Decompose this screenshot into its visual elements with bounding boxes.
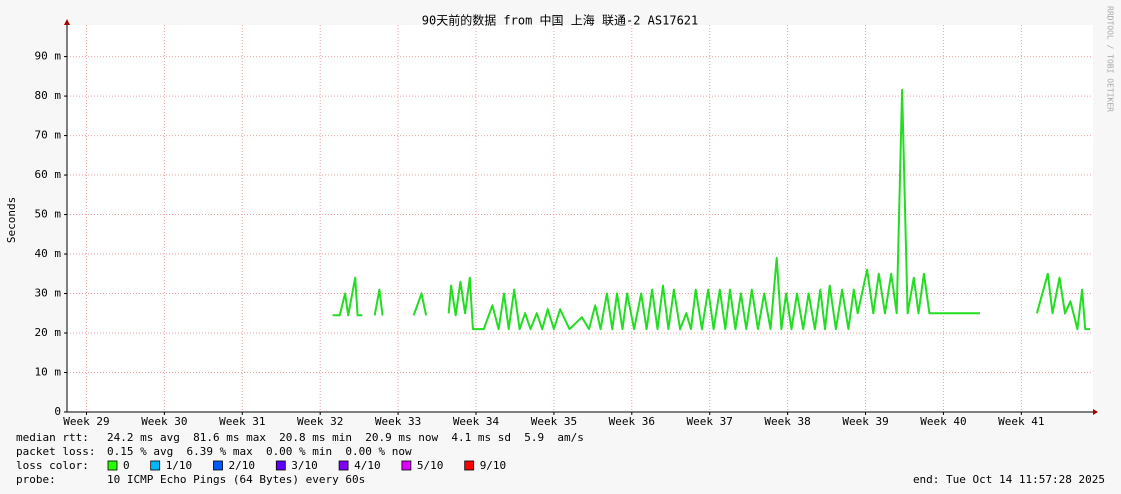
loss-swatch (464, 460, 475, 471)
loss-swatch (275, 460, 286, 471)
loss-name: 9/10 (480, 459, 507, 472)
loss-label: loss color: (16, 459, 89, 472)
x-tick-label: Week 38 (764, 415, 810, 428)
chart-title: 90天前的数据 from 中国 上海 联通-2 AS17621 (422, 13, 699, 28)
loss-swatch (338, 460, 349, 471)
y-tick-label: 10 m (35, 366, 62, 379)
x-tick-label: Week 35 (531, 415, 577, 428)
x-tick-label: Week 34 (453, 415, 500, 428)
x-tick-label: Week 37 (687, 415, 733, 428)
loss-name: 2/10 (229, 459, 256, 472)
loss-name: 5/10 (417, 459, 444, 472)
probe-text: 10 ICMP Echo Pings (64 Bytes) every 60s (107, 473, 365, 486)
x-tick-label: Week 39 (842, 415, 888, 428)
x-tick-label: Week 33 (375, 415, 421, 428)
x-tick-label: Week 41 (998, 415, 1044, 428)
plot-area (67, 25, 1093, 412)
end-time: end: Tue Oct 14 11:57:28 2025 (913, 473, 1105, 486)
y-tick-label: 80 m (35, 89, 62, 102)
y-tick-label: 70 m (35, 129, 62, 142)
x-tick-label: Week 32 (297, 415, 343, 428)
marks (332, 88, 1090, 331)
y-axis-label: Seconds (5, 197, 18, 243)
x-tick-label: Week 31 (219, 415, 265, 428)
x-tick-label: Week 29 (63, 415, 109, 428)
loss-name: 1/10 (166, 459, 193, 472)
x-tick-label: Week 36 (609, 415, 655, 428)
stat-text: 0.15 % avg 6.39 % max 0.00 % min 0.00 % … (107, 445, 412, 458)
loss-name: 0 (123, 459, 130, 472)
x-tick-label: Week 30 (141, 415, 187, 428)
y-tick-label: 60 m (35, 168, 62, 181)
y-tick-label: 40 m (35, 247, 62, 260)
loss-name: 4/10 (354, 459, 381, 472)
stat-label: packet loss: (16, 445, 95, 458)
rtt-line (332, 88, 1090, 331)
loss-swatch (401, 460, 412, 471)
probe-label: probe: (16, 473, 56, 486)
y-arrow (64, 19, 70, 25)
y-tick-label: 0 (54, 405, 61, 418)
y-tick-label: 30 m (35, 287, 62, 300)
loss-name: 3/10 (291, 459, 318, 472)
stat-text: 24.2 ms avg 81.6 ms max 20.8 ms min 20.9… (107, 431, 584, 444)
loss-swatch (213, 460, 223, 471)
x-tick-label: Week 40 (920, 415, 966, 428)
loss-swatch (107, 460, 118, 471)
watermark: RRDTOOL / TOBI OETIKER (1106, 6, 1115, 112)
y-tick-label: 90 m (35, 50, 62, 63)
x-arrow (1093, 409, 1098, 415)
stat-label: median rtt: (16, 431, 89, 444)
y-tick-label: 50 m (35, 208, 62, 221)
loss-swatch (150, 460, 161, 471)
y-tick-label: 20 m (35, 326, 62, 339)
loss-legend: 0 1/10 2/10 3/10 4/10 5/10 9/10 (107, 459, 507, 472)
